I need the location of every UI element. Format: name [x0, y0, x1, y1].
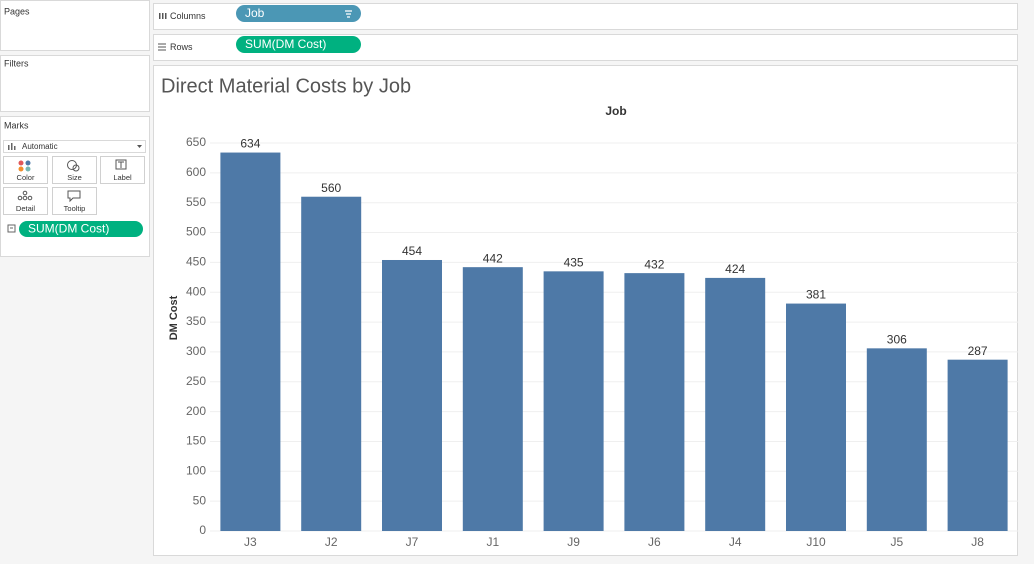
- value-label: 454: [402, 244, 422, 258]
- y-tick-label: 300: [186, 344, 206, 358]
- sort-icon: [345, 10, 352, 18]
- bar[interactable]: [624, 273, 685, 531]
- filters-label: Filters: [4, 58, 29, 68]
- bar[interactable]: [705, 277, 766, 531]
- x-tick-label: J2: [325, 535, 338, 549]
- y-tick-label: 350: [186, 314, 206, 328]
- icon-dot: [18, 166, 24, 172]
- bar[interactable]: [947, 359, 1008, 531]
- rows-pill[interactable]: [236, 36, 361, 53]
- mark-button-label: Detail: [16, 204, 36, 213]
- mark-button[interactable]: [52, 187, 97, 215]
- y-tick-label: 150: [186, 434, 206, 448]
- y-tick-label: 550: [186, 195, 206, 209]
- x-tick-label: J10: [806, 535, 826, 549]
- mark-type-dropdown[interactable]: [3, 140, 146, 153]
- y-tick-label: 200: [186, 404, 206, 418]
- x-tick-label: J5: [890, 535, 903, 549]
- bar[interactable]: [786, 303, 846, 531]
- mark-button[interactable]: [3, 156, 48, 184]
- icon-dot: [17, 195, 23, 201]
- icon-dot: [22, 190, 28, 196]
- rows-pill-label: SUM(DM Cost): [245, 37, 326, 51]
- pill-icon: [7, 224, 16, 233]
- rows-icon: [158, 43, 166, 51]
- icon-dot: [22, 195, 28, 201]
- columns-icon: [159, 13, 167, 19]
- bar[interactable]: [462, 267, 523, 531]
- mark-buttons: Color Size Label Detail Tooltip: [3, 156, 145, 215]
- value-label: 560: [321, 181, 341, 195]
- filters-card: [0, 55, 150, 112]
- mark-button-label: Tooltip: [64, 204, 86, 213]
- value-label: 435: [564, 256, 584, 270]
- columns-label: Columns: [170, 11, 206, 21]
- value-label: 287: [968, 344, 988, 358]
- mark-button-label: Label: [113, 173, 132, 182]
- mark-button[interactable]: [3, 187, 48, 215]
- y-tick-label: 600: [186, 165, 206, 179]
- bar[interactable]: [382, 259, 442, 531]
- y-tick-label: 50: [193, 493, 207, 507]
- icon-circle: [72, 164, 80, 172]
- mark-button[interactable]: [100, 156, 145, 184]
- y-tick-label: 400: [186, 284, 206, 298]
- pages-card: [0, 0, 150, 51]
- value-label: 442: [483, 251, 503, 265]
- columns-pill[interactable]: [236, 5, 361, 22]
- value-label: 634: [240, 137, 260, 151]
- y-tick-label: 450: [186, 255, 206, 269]
- x-tick-label: J1: [486, 535, 499, 549]
- mark-button-label: Size: [67, 173, 82, 182]
- icon-dot: [18, 160, 24, 166]
- value-label: 432: [644, 257, 664, 271]
- x-tick-label: J7: [406, 535, 419, 549]
- icon-bubble: [67, 190, 81, 203]
- dropdown-caret: [137, 145, 142, 148]
- bar[interactable]: [220, 152, 281, 531]
- icon-dot: [27, 195, 33, 201]
- mark-type-label: Automatic: [22, 142, 58, 151]
- icon-label-box: [115, 159, 127, 170]
- plot: 0 50 100 150 200 250 300 350 400 450 500 550 600 650 6…: [186, 135, 1018, 549]
- y-tick-label: 250: [186, 374, 206, 388]
- value-label: 306: [887, 333, 907, 347]
- columns-pill-label: Job: [245, 6, 265, 20]
- x-tick-label: J4: [729, 535, 742, 549]
- chart-title: Direct Material Costs by Job: [161, 75, 411, 97]
- y-tick-label: 0: [199, 523, 206, 537]
- y-tick-label: 100: [186, 463, 206, 477]
- icon-dot: [25, 166, 31, 172]
- y-tick-label: 500: [186, 225, 206, 239]
- icon-dot: [25, 160, 31, 166]
- y-axis-title: DM Cost: [168, 295, 180, 340]
- mark-button-label: Color: [17, 173, 35, 182]
- marks-label: Marks: [4, 120, 29, 130]
- x-tick-label: J3: [244, 535, 257, 549]
- y-tick-label: 650: [186, 135, 206, 149]
- x-tick-label: J9: [567, 535, 580, 549]
- pages-label: Pages: [4, 6, 30, 16]
- value-label: 424: [725, 262, 745, 276]
- bar[interactable]: [301, 196, 362, 531]
- rows-label: Rows: [170, 42, 193, 52]
- mark-type-icon: [8, 143, 16, 150]
- icon-t: [118, 161, 124, 168]
- value-label: 381: [806, 288, 826, 302]
- bar[interactable]: [866, 348, 927, 531]
- bar[interactable]: [543, 271, 604, 531]
- marks-pill[interactable]: [19, 221, 143, 237]
- marks-pill-label: SUM(DM Cost): [28, 222, 109, 236]
- x-axis-title: Job: [605, 104, 626, 118]
- x-tick-label: J8: [971, 535, 984, 549]
- x-tick-label: J6: [648, 535, 661, 549]
